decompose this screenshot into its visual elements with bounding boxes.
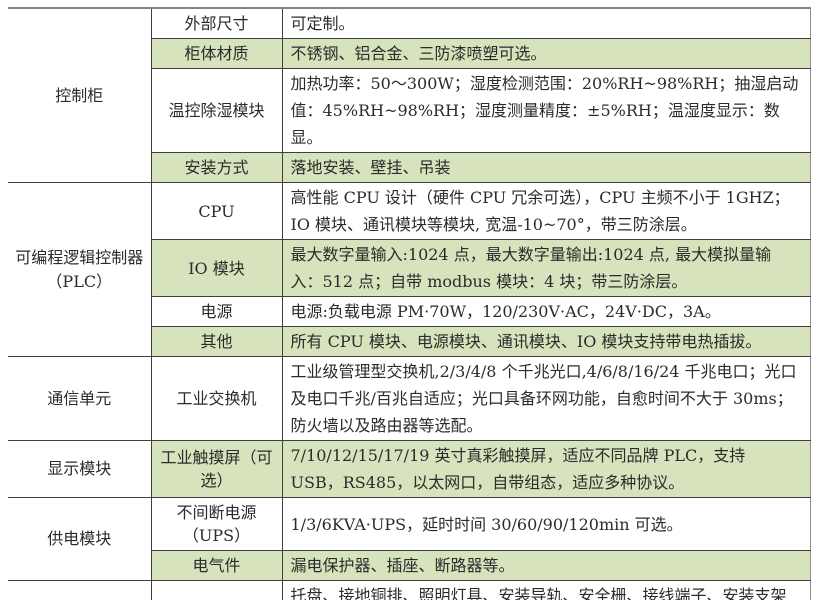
item-cell: 电气件 (150, 550, 283, 581)
desc-cell: 不锈钢、铝合金、三防漆喷塑可选。 (281, 38, 811, 69)
table-row: 通信单元 工业交换机 工业级管理型交换机,2/3/4/8 个千兆光口,4/6/8… (8, 356, 811, 441)
desc-cell: 托盘、接地铜排、照明灯具、安装导轨、安全栅、接线端子、安装支架（底座）等。 (281, 580, 811, 600)
table-row: 控制柜 外部尺寸 可定制。 (8, 7, 811, 183)
desc-cell: 7/10/12/15/17/19 英寸真彩触摸屏，适应不同品牌 PLC，支持 U… (281, 440, 811, 498)
table-row: 供电模块 不间断电源（UPS） 1/3/6KVA·UPS，延时时间 30/60/… (8, 497, 811, 581)
item-cell: 安装方式 (150, 152, 283, 183)
item-cell: IO 模块 (150, 239, 283, 297)
desc-cell: 工业级管理型交换机,2/3/4/8 个千兆光口,4/6/8/16/24 千兆电口… (281, 356, 811, 441)
category-cell: 供电模块 (8, 497, 152, 581)
desc-cell: 加热功率：50～300W；湿度检测范围：20%RH~98%RH；抽湿启动值：45… (281, 68, 811, 153)
item-cell: 工业交换机 (150, 356, 283, 441)
table-row: 电源 电源:负载电源 PM·70W，120/230V·AC，24V·DC，3A。 (8, 296, 811, 327)
desc-cell: 最大数字量输入:1024 点，最大数字量输出:1024 点, 最大模拟量输入：5… (281, 239, 811, 297)
category-cell: 其他附件 (8, 580, 152, 600)
item-cell: 其他附件 (150, 580, 283, 600)
item-cell: 不间断电源（UPS） (150, 497, 283, 551)
desc-cell: 所有 CPU 模块、电源模块、通讯模块、IO 模块支持带电热插拔。 (281, 326, 811, 357)
desc-cell: 可定制。 (281, 7, 811, 39)
table-row: 温控除湿模块 加热功率：50～300W；湿度检测范围：20%RH~98%RH；抽… (8, 68, 811, 153)
desc-cell: 1/3/6KVA·UPS，延时时间 30/60/90/120min 可选。 (281, 497, 811, 551)
item-cell: 其他 (150, 326, 283, 357)
table-row: 柜体材质 不锈钢、铝合金、三防漆喷塑可选。 (8, 38, 811, 69)
table-row: 可编程逻辑控制器（PLC） CPU 高性能 CPU 设计（硬件 CPU 冗余可选… (8, 182, 811, 357)
table-row: 电气件 漏电保护器、插座、断路器等。 (8, 550, 811, 581)
desc-cell: 高性能 CPU 设计（硬件 CPU 冗余可选），CPU 主频不小于 1GHZ；I… (281, 182, 811, 240)
category-cell: 控制柜 (8, 7, 152, 183)
category-cell: 显示模块 (8, 440, 152, 498)
desc-cell: 漏电保护器、插座、断路器等。 (281, 550, 811, 581)
item-cell: 柜体材质 (150, 38, 283, 69)
table-row: 其他附件 其他附件 托盘、接地铜排、照明灯具、安装导轨、安全栅、接线端子、安装支… (8, 580, 811, 600)
desc-cell: 电源:负载电源 PM·70W，120/230V·AC，24V·DC，3A。 (281, 296, 811, 327)
item-cell: 温控除湿模块 (150, 68, 283, 153)
item-cell: 工业触摸屏（可选） (150, 440, 283, 498)
category-cell: 通信单元 (8, 356, 152, 441)
item-cell: 电源 (150, 296, 283, 327)
spec-table: 控制柜 外部尺寸 可定制。 柜体材质 不锈钢、铝合金、三防漆喷塑可选。 温控除湿… (8, 7, 811, 600)
table-row: 安装方式 落地安装、壁挂、吊装 (8, 152, 811, 183)
desc-cell: 落地安装、壁挂、吊装 (281, 152, 811, 183)
category-cell: 可编程逻辑控制器（PLC） (8, 182, 152, 357)
item-cell: 外部尺寸 (150, 7, 283, 39)
table-row: 显示模块 工业触摸屏（可选） 7/10/12/15/17/19 英寸真彩触摸屏，… (8, 440, 811, 498)
table-row: 其他 所有 CPU 模块、电源模块、通讯模块、IO 模块支持带电热插拔。 (8, 326, 811, 357)
item-cell: CPU (150, 182, 283, 240)
